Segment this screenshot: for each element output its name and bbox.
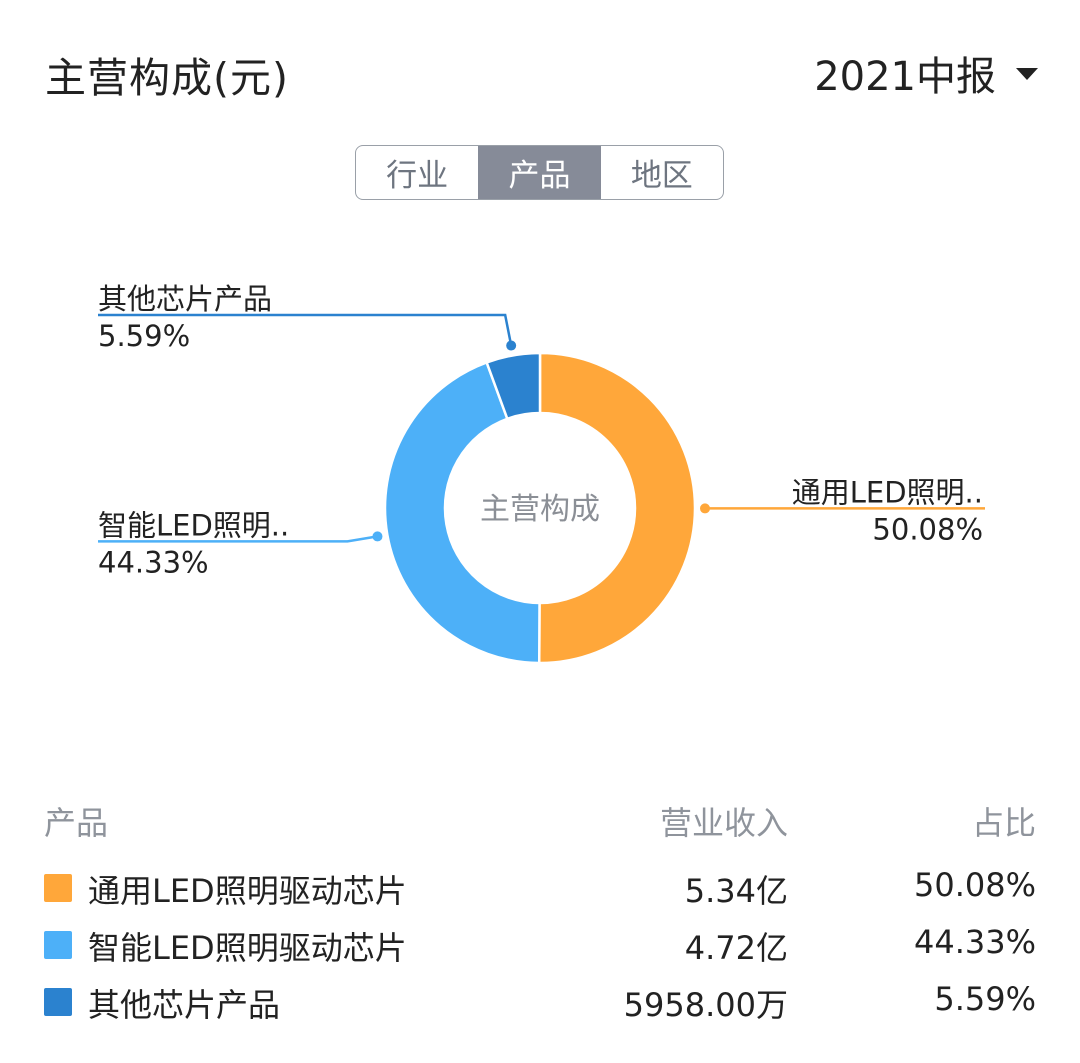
callout-line-3 <box>98 313 513 346</box>
legend-swatch <box>44 931 72 959</box>
caret-down-icon <box>1016 68 1038 80</box>
callout-label-3: 其他芯片产品 <box>98 282 272 316</box>
table-row: 通用LED照明驱动芯片 5.34亿 50.08% <box>0 866 1080 910</box>
row-name: 通用LED照明驱动芯片 <box>88 872 407 910</box>
tab-region[interactable]: 地区 <box>630 158 693 194</box>
tab-product[interactable]: 产品 <box>478 146 601 199</box>
period-selector[interactable]: 2021中报 <box>814 44 1038 102</box>
row-share: 50.08% <box>913 866 1036 904</box>
legend-swatch <box>44 988 72 1016</box>
header-product: 产品 <box>44 804 109 842</box>
row-share: 44.33% <box>913 923 1036 961</box>
table-row: 其他芯片产品 5958.00万 5.59% <box>0 980 1080 1024</box>
header-revenue: 营业收入 <box>659 804 788 842</box>
table-row: 智能LED照明驱动芯片 4.72亿 44.33% <box>0 923 1080 967</box>
callout-line-2 <box>98 535 378 543</box>
callout-percent-1: 50.08% <box>872 512 983 546</box>
row-name: 智能LED照明驱动芯片 <box>88 929 407 967</box>
donut-slice-1 <box>537 351 697 665</box>
tab-industry[interactable]: 行业 <box>386 158 449 194</box>
row-share: 5.59% <box>934 980 1036 1018</box>
row-revenue: 4.72亿 <box>684 929 788 967</box>
period-label: 2021中报 <box>814 54 996 100</box>
row-revenue: 5.34亿 <box>684 872 788 910</box>
donut-slice-3 <box>485 351 542 421</box>
row-name: 其他芯片产品 <box>88 986 281 1024</box>
donut-chart: 主营构成 通用LED照明..50.08% 智能LED照明..44.33% 其他芯片产品… <box>98 282 985 665</box>
callout-label-1: 通用LED照明.. <box>792 475 983 509</box>
header-share: 占比 <box>971 804 1036 842</box>
legend-swatch <box>44 874 72 902</box>
center-label: 主营构成 <box>480 492 600 527</box>
page-title: 主营构成(元) <box>45 54 289 102</box>
callout-label-2: 智能LED照明.. <box>98 508 289 542</box>
category-tabs: 行业 产品 地区 <box>355 145 724 200</box>
donut-slice-2 <box>383 360 541 665</box>
callout-percent-3: 5.59% <box>98 319 190 353</box>
row-revenue: 5958.00万 <box>623 986 788 1024</box>
callout-percent-2: 44.33% <box>98 545 209 579</box>
